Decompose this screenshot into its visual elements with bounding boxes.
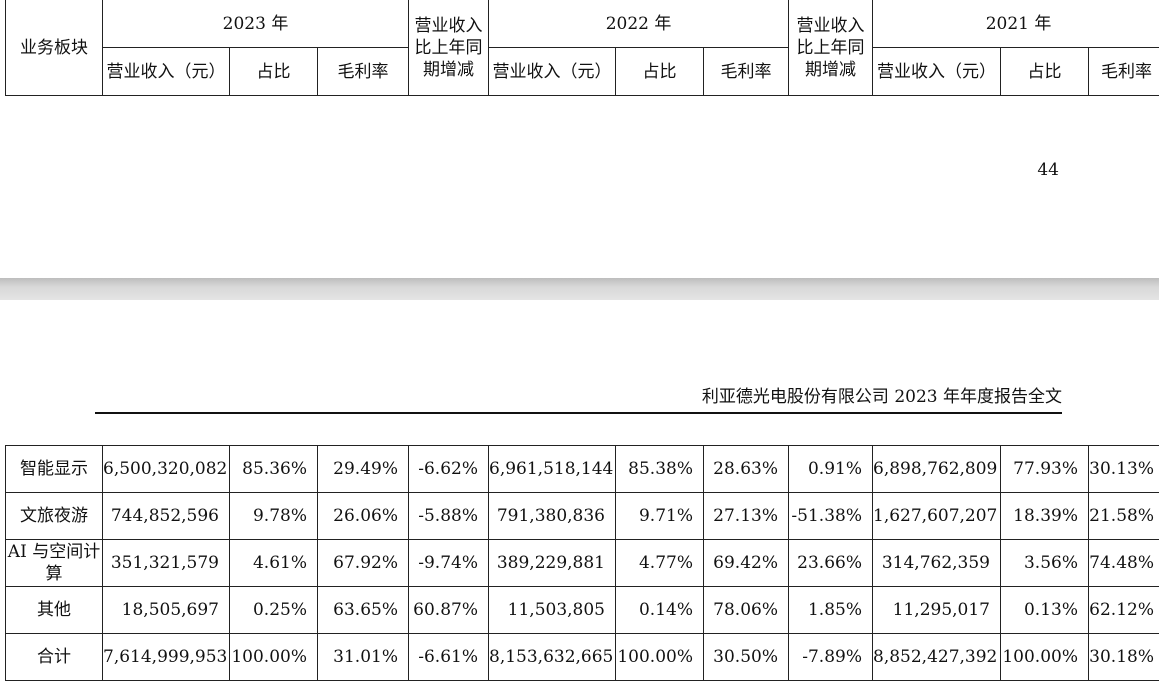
- row-value-cell: 389,229,881: [488, 539, 616, 587]
- row-value-cell: 63.65%: [317, 586, 409, 634]
- row-value-cell: 30.18%: [1088, 633, 1159, 681]
- row-value-cell: 744,852,596: [102, 492, 230, 540]
- row-value-cell: -5.88%: [408, 492, 489, 540]
- header-revenue-2021: 营业收入（元）: [872, 47, 1002, 96]
- row-value-cell: 67.92%: [317, 539, 409, 587]
- table-row: 合计 7,614,999,953 100.00% 31.01% -6.61% 8,153,…: [5, 633, 1159, 681]
- row-value-cell: 100.00%: [1000, 633, 1089, 681]
- row-value-cell: 60.87%: [408, 586, 489, 634]
- header-margin-2022: 毛利率: [703, 47, 790, 96]
- row-value-cell: 62.12%: [1088, 586, 1159, 634]
- row-value-cell: 85.36%: [229, 445, 318, 493]
- segment-table-header: 业务板块 2023 年 营业收入比上年同期增减 2022 年 营业收入比上年同期…: [5, 0, 1159, 96]
- row-segment-cell: 其他: [5, 586, 103, 634]
- row-value-cell: 9.78%: [229, 492, 318, 540]
- row-value-cell: -7.89%: [788, 633, 873, 681]
- header-year-2023: 2023 年: [101, 0, 410, 48]
- segment-table-body: 智能显示 6,500,320,082 85.36% 29.49% -6.62% 6,961…: [5, 445, 1159, 681]
- row-value-cell: 85.38%: [615, 445, 704, 493]
- row-value-cell: 0.13%: [1000, 586, 1089, 634]
- header-yoy-2022: 营业收入比上年同期增减: [788, 0, 874, 96]
- row-value-cell: -6.61%: [408, 633, 489, 681]
- row-value-cell: 26.06%: [317, 492, 409, 540]
- row-value-cell: 30.50%: [703, 633, 789, 681]
- page-top: 业务板块 2023 年 营业收入比上年同期增减 2022 年 营业收入比上年同期…: [0, 0, 1159, 278]
- row-value-cell: 1.85%: [788, 586, 873, 634]
- row-value-cell: 4.61%: [229, 539, 318, 587]
- page-number: 44: [1037, 160, 1059, 180]
- row-value-cell: -9.74%: [408, 539, 489, 587]
- row-value-cell: 8,153,632,665: [488, 633, 616, 681]
- header-yoy-2023: 营业收入比上年同期增减: [408, 0, 490, 96]
- row-value-cell: 100.00%: [615, 633, 704, 681]
- row-value-cell: 77.93%: [1000, 445, 1089, 493]
- row-value-cell: 29.49%: [317, 445, 409, 493]
- table-row: 智能显示 6,500,320,082 85.36% 29.49% -6.62% 6,961…: [5, 445, 1159, 493]
- row-value-cell: 78.06%: [703, 586, 789, 634]
- table-row: 文旅夜游 744,852,596 9.78% 26.06% -5.88% 791,380,…: [5, 492, 1159, 540]
- row-value-cell: 351,321,579: [102, 539, 230, 587]
- row-value-cell: 8,852,427,392: [872, 633, 1001, 681]
- row-value-cell: -6.62%: [408, 445, 489, 493]
- page-break: [0, 278, 1159, 300]
- header-segment: 业务板块: [5, 0, 103, 96]
- row-value-cell: 0.91%: [788, 445, 873, 493]
- row-value-cell: 23.66%: [788, 539, 873, 587]
- header-share-2022: 占比: [615, 47, 705, 96]
- row-segment-cell: 文旅夜游: [5, 492, 103, 540]
- row-value-cell: 6,961,518,144: [488, 445, 616, 493]
- header-year-2021: 2021 年: [872, 0, 1159, 48]
- table-row: AI 与空间计算 351,321,579 4.61% 67.92% -9.74% 389,…: [5, 539, 1159, 587]
- header-revenue-2023: 营业收入（元）: [102, 47, 230, 96]
- row-value-cell: 3.56%: [1000, 539, 1089, 587]
- row-value-cell: 11,503,805: [488, 586, 616, 634]
- header-share-2021: 占比: [1000, 47, 1090, 96]
- row-value-cell: 4.77%: [615, 539, 704, 587]
- row-value-cell: 11,295,017: [872, 586, 1001, 634]
- row-value-cell: 28.63%: [703, 445, 789, 493]
- row-value-cell: 0.25%: [229, 586, 318, 634]
- row-value-cell: 314,762,359: [872, 539, 1001, 587]
- row-value-cell: 6,500,320,082: [102, 445, 230, 493]
- header-margin-2021: 毛利率: [1088, 47, 1159, 96]
- row-value-cell: 0.14%: [615, 586, 704, 634]
- row-value-cell: 27.13%: [703, 492, 789, 540]
- row-value-cell: 74.48%: [1088, 539, 1159, 587]
- row-segment-cell: AI 与空间计算: [5, 539, 103, 587]
- row-value-cell: 100.00%: [229, 633, 318, 681]
- row-value-cell: 1,627,607,207: [872, 492, 1001, 540]
- row-value-cell: 18.39%: [1000, 492, 1089, 540]
- row-value-cell: 9.71%: [615, 492, 704, 540]
- header-margin-2023: 毛利率: [316, 47, 410, 96]
- table-row: 其他 18,505,697 0.25% 63.65% 60.87% 11,503,805 0…: [5, 586, 1159, 634]
- row-value-cell: 6,898,762,809: [872, 445, 1001, 493]
- header-year-2022: 2022 年: [488, 0, 790, 48]
- row-value-cell: 69.42%: [703, 539, 789, 587]
- row-value-cell: 30.13%: [1088, 445, 1159, 493]
- row-value-cell: 7,614,999,953: [102, 633, 230, 681]
- header-revenue-2022: 营业收入（元）: [488, 47, 617, 96]
- row-value-cell: -51.38%: [788, 492, 873, 540]
- report-header: 利亚德光电股份有限公司 2023 年年度报告全文: [95, 386, 1062, 414]
- header-share-2023: 占比: [229, 47, 318, 96]
- row-value-cell: 31.01%: [317, 633, 409, 681]
- row-segment-cell: 合计: [5, 633, 103, 681]
- row-value-cell: 791,380,836: [488, 492, 616, 540]
- row-segment-cell: 智能显示: [5, 445, 103, 493]
- row-value-cell: 21.58%: [1088, 492, 1159, 540]
- row-value-cell: 18,505,697: [102, 586, 230, 634]
